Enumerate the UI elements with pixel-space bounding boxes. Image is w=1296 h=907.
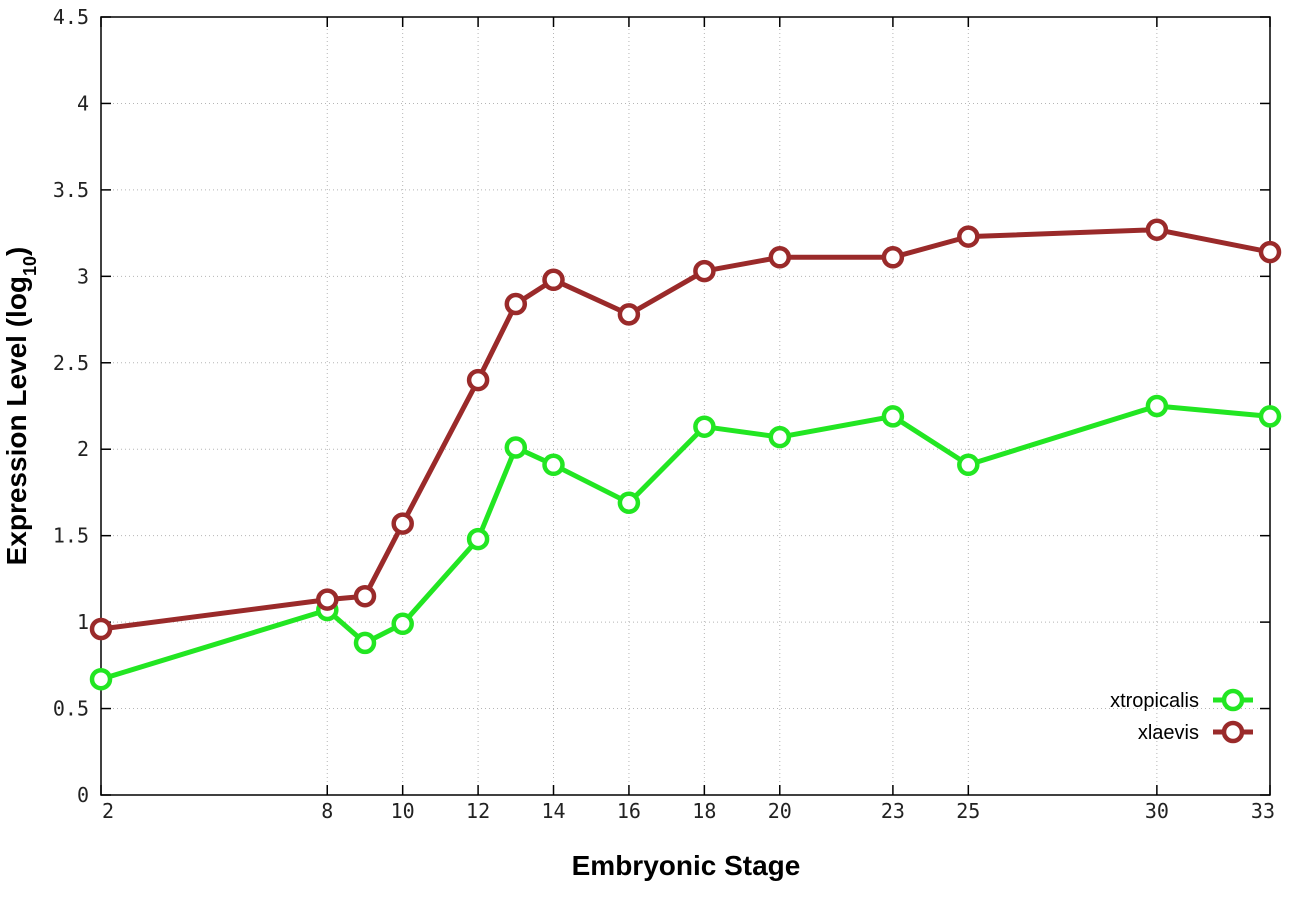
plot-frame bbox=[100, 16, 1271, 796]
y-tick-label: 1 bbox=[77, 610, 89, 634]
y-tick-label: 0 bbox=[77, 783, 89, 807]
data-point-xlaevis bbox=[957, 225, 980, 248]
data-point-xtropicalis bbox=[542, 453, 565, 477]
data-point-xtropicalis bbox=[353, 631, 377, 655]
x-tick-label: 12 bbox=[466, 799, 490, 823]
x-tick-label: 20 bbox=[768, 799, 792, 823]
data-point-xlaevis bbox=[353, 584, 377, 608]
data-point-xlaevis bbox=[693, 259, 716, 283]
data-point-xtropicalis bbox=[881, 405, 905, 428]
data-point-xtropicalis bbox=[693, 415, 716, 438]
data-point-xlaevis bbox=[1258, 240, 1282, 264]
data-point-xtropicalis bbox=[466, 527, 490, 551]
x-tick-label: 23 bbox=[881, 799, 905, 823]
y-tick-label: 4.5 bbox=[53, 5, 89, 29]
x-axis-title: Embryonic Stage bbox=[572, 850, 801, 881]
data-point-xtropicalis bbox=[957, 453, 980, 477]
axis-ticks: 0 0.5 1 1.5 2 2.5 3 3.5 4 4.5 2 8 10 12 14 16 18 20 23 25 30… bbox=[53, 5, 1275, 823]
data-point-xlaevis bbox=[89, 617, 113, 641]
legend-swatch-marker bbox=[1221, 720, 1245, 744]
x-tick-label: 30 bbox=[1145, 799, 1169, 823]
x-tick-label: 33 bbox=[1251, 799, 1275, 823]
data-point-xlaevis bbox=[504, 292, 528, 316]
y-tick-label: 0.5 bbox=[53, 697, 89, 721]
x-tick-label: 25 bbox=[956, 799, 980, 823]
x-tick-label: 10 bbox=[391, 799, 415, 823]
data-point-xlaevis bbox=[542, 268, 565, 292]
x-tick-label: 8 bbox=[321, 799, 333, 823]
legend-label-xtropicalis: xtropicalis bbox=[1110, 690, 1199, 712]
data-point-xlaevis bbox=[768, 246, 792, 269]
x-tick-label: 14 bbox=[541, 799, 565, 823]
data-point-xlaevis bbox=[316, 588, 339, 611]
data-point-xlaevis bbox=[617, 303, 641, 326]
data-point-xlaevis bbox=[466, 368, 490, 392]
legend-swatch-marker bbox=[1221, 688, 1245, 712]
data-point-xtropicalis bbox=[768, 425, 792, 449]
data-point-xtropicalis bbox=[391, 612, 414, 636]
legend: xtropicalis xlaevis bbox=[1110, 688, 1253, 744]
y-tick-label: 2.5 bbox=[53, 351, 89, 375]
y-axis-title: Expression Level (log10) bbox=[1, 247, 40, 566]
y-axis-title-close: ) bbox=[1, 247, 32, 256]
series-line-xtropicalis bbox=[100, 403, 1271, 682]
data-point-xtropicalis bbox=[1258, 405, 1282, 428]
data-point-xtropicalis bbox=[1145, 394, 1169, 418]
y-tick-label: 2 bbox=[77, 437, 89, 461]
grid bbox=[101, 17, 1270, 795]
legend-label-xlaevis: xlaevis bbox=[1138, 722, 1199, 744]
y-axis-title-subscript: 10 bbox=[20, 256, 40, 276]
series-layer bbox=[89, 218, 1282, 691]
data-point-xtropicalis bbox=[617, 491, 641, 515]
x-tick-label: 2 bbox=[102, 799, 114, 823]
x-tick-label: 18 bbox=[692, 799, 716, 823]
data-point-xtropicalis bbox=[89, 667, 113, 691]
data-point-xlaevis bbox=[881, 246, 905, 269]
y-tick-label: 4 bbox=[77, 91, 89, 115]
series-line-xlaevis bbox=[100, 227, 1271, 632]
data-point-xlaevis bbox=[391, 512, 414, 535]
data-point-xtropicalis bbox=[504, 436, 528, 459]
y-tick-label: 3.5 bbox=[53, 178, 89, 202]
y-axis-title-main: Expression Level (log bbox=[1, 276, 32, 565]
y-tick-label: 3 bbox=[77, 264, 89, 288]
x-tick-label: 16 bbox=[617, 799, 641, 823]
y-tick-label: 1.5 bbox=[53, 524, 89, 548]
data-point-xlaevis bbox=[1145, 218, 1169, 241]
